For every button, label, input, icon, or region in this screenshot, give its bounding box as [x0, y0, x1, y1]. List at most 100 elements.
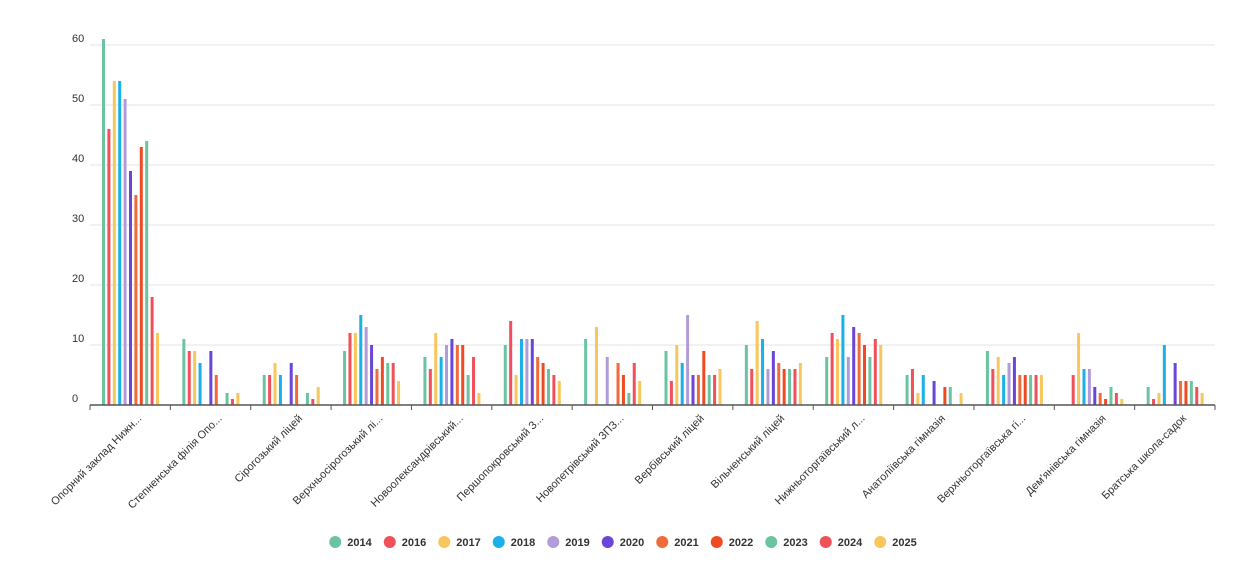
bar-2022-13: [1184, 381, 1188, 405]
legend-item-2024[interactable]: 2024: [819, 536, 863, 549]
legend-item-2020[interactable]: 2020: [601, 536, 644, 549]
bar-2020-2: [289, 363, 293, 405]
bar-2018-2: [278, 375, 282, 405]
bar-2017-12: [1077, 333, 1081, 405]
bar-2023-4: [466, 375, 470, 405]
bar-2019-11: [1007, 363, 1011, 405]
bar-2022-0: [139, 147, 143, 405]
bar-2016-1: [187, 351, 191, 405]
legend-label: 2019: [565, 537, 589, 549]
x-category-label: Новопетрівський ЗПЗ...: [534, 413, 626, 505]
bar-2017-3: [353, 333, 357, 405]
bar-2021-5: [536, 357, 540, 405]
bar-2021-12: [1098, 393, 1102, 405]
legend-swatch: [874, 536, 887, 548]
bar-2020-5: [530, 339, 534, 405]
bar-2014-11: [985, 351, 989, 405]
bar-2018-12: [1082, 369, 1086, 405]
legend-label: 2024: [838, 537, 863, 549]
bar-2017-2: [273, 363, 277, 405]
bar-2023-0: [145, 141, 149, 405]
legend-item-2023[interactable]: 2023: [765, 536, 808, 549]
bar-2020-3: [370, 345, 374, 405]
bar-2020-1: [209, 351, 213, 405]
bar-2024-1: [230, 399, 234, 405]
bar-2017-4: [434, 333, 438, 405]
bar-2018-5: [519, 339, 523, 405]
bar-2014-10: [905, 375, 909, 405]
bar-2014-2: [262, 375, 266, 405]
bar-2024-3: [391, 363, 395, 405]
bar-2019-12: [1087, 369, 1091, 405]
bar-2018-8: [761, 339, 765, 405]
bar-2023-7: [707, 375, 711, 405]
bar-2019-6: [605, 357, 609, 405]
bars: [102, 39, 1204, 405]
bar-2017-5: [514, 375, 518, 405]
bar-2016-8: [750, 369, 754, 405]
bar-2018-9: [841, 315, 845, 405]
legend-swatch: [329, 536, 342, 548]
bar-2023-9: [868, 357, 872, 405]
x-category-label: Анатоліївська гімназія: [860, 413, 948, 501]
y-tick-label: 0: [72, 393, 78, 405]
bar-2017-10: [916, 393, 920, 405]
legend-item-2025[interactable]: 2025: [874, 536, 917, 549]
bar-2016-13: [1152, 399, 1156, 405]
bar-2022-6: [621, 375, 625, 405]
bar-2025-6: [638, 381, 642, 405]
y-tick-label: 60: [72, 33, 84, 45]
bar-2025-1: [236, 393, 240, 405]
bar-2016-3: [348, 333, 352, 405]
legend-label: 2025: [892, 537, 916, 549]
legend-item-2021[interactable]: 2021: [656, 536, 699, 549]
x-category-label: Дем'янівська гімназія: [1023, 413, 1108, 498]
bar-2017-7: [675, 345, 679, 405]
x-category-label: Сірогозький ліцей: [233, 413, 306, 486]
bar-2025-13: [1200, 393, 1204, 405]
bar-2014-6: [584, 339, 588, 405]
bar-2017-6: [594, 327, 598, 405]
bar-2014-0: [102, 39, 105, 405]
legend-item-2016[interactable]: 2016: [383, 536, 426, 549]
bar-2023-10: [948, 387, 952, 405]
legend-item-2017[interactable]: 2017: [438, 536, 481, 549]
bar-2025-3: [397, 381, 401, 405]
bar-2017-11: [996, 357, 1000, 405]
bar-2021-3: [375, 369, 379, 405]
y-tick-label: 40: [72, 153, 84, 165]
bar-2025-10: [959, 393, 963, 405]
legend-item-2018[interactable]: 2018: [492, 536, 535, 549]
bar-2017-1: [193, 351, 197, 405]
x-category-label: Верхньосірогозький лі...: [291, 413, 386, 508]
bar-2021-7: [696, 375, 700, 405]
bar-2020-7: [691, 375, 695, 405]
bar-2016-9: [830, 333, 834, 405]
bar-2016-10: [910, 369, 914, 405]
bar-2021-8: [777, 363, 781, 405]
legend-swatch: [710, 536, 723, 548]
bar-2023-1: [225, 393, 229, 405]
legend-swatch: [547, 536, 560, 548]
bar-2023-8: [788, 369, 792, 405]
bar-2017-8: [755, 321, 759, 405]
bar-2016-12: [1071, 375, 1075, 405]
legend-item-2014[interactable]: 2014: [329, 536, 373, 549]
bar-2017-13: [1157, 393, 1161, 405]
legend[interactable]: 2014 2016 2017 2018 2019 2020 2021 2022 2023 2024…: [329, 536, 917, 549]
legend-swatch: [438, 536, 451, 548]
bar-2025-4: [477, 393, 481, 405]
bar-2018-0: [118, 81, 122, 405]
legend-item-2019[interactable]: 2019: [547, 536, 590, 549]
legend-swatch: [601, 536, 614, 548]
legend-item-2022[interactable]: 2022: [710, 536, 753, 549]
bar-2020-9: [852, 327, 856, 405]
bar-2020-0: [129, 171, 132, 405]
x-category-label: Нижньоторгаївський л...: [773, 413, 868, 508]
legend-label: 2023: [783, 537, 807, 549]
bar-2024-8: [793, 369, 797, 405]
bar-2023-6: [627, 393, 631, 405]
bar-2018-10: [921, 375, 925, 405]
bar-2014-9: [825, 357, 829, 405]
